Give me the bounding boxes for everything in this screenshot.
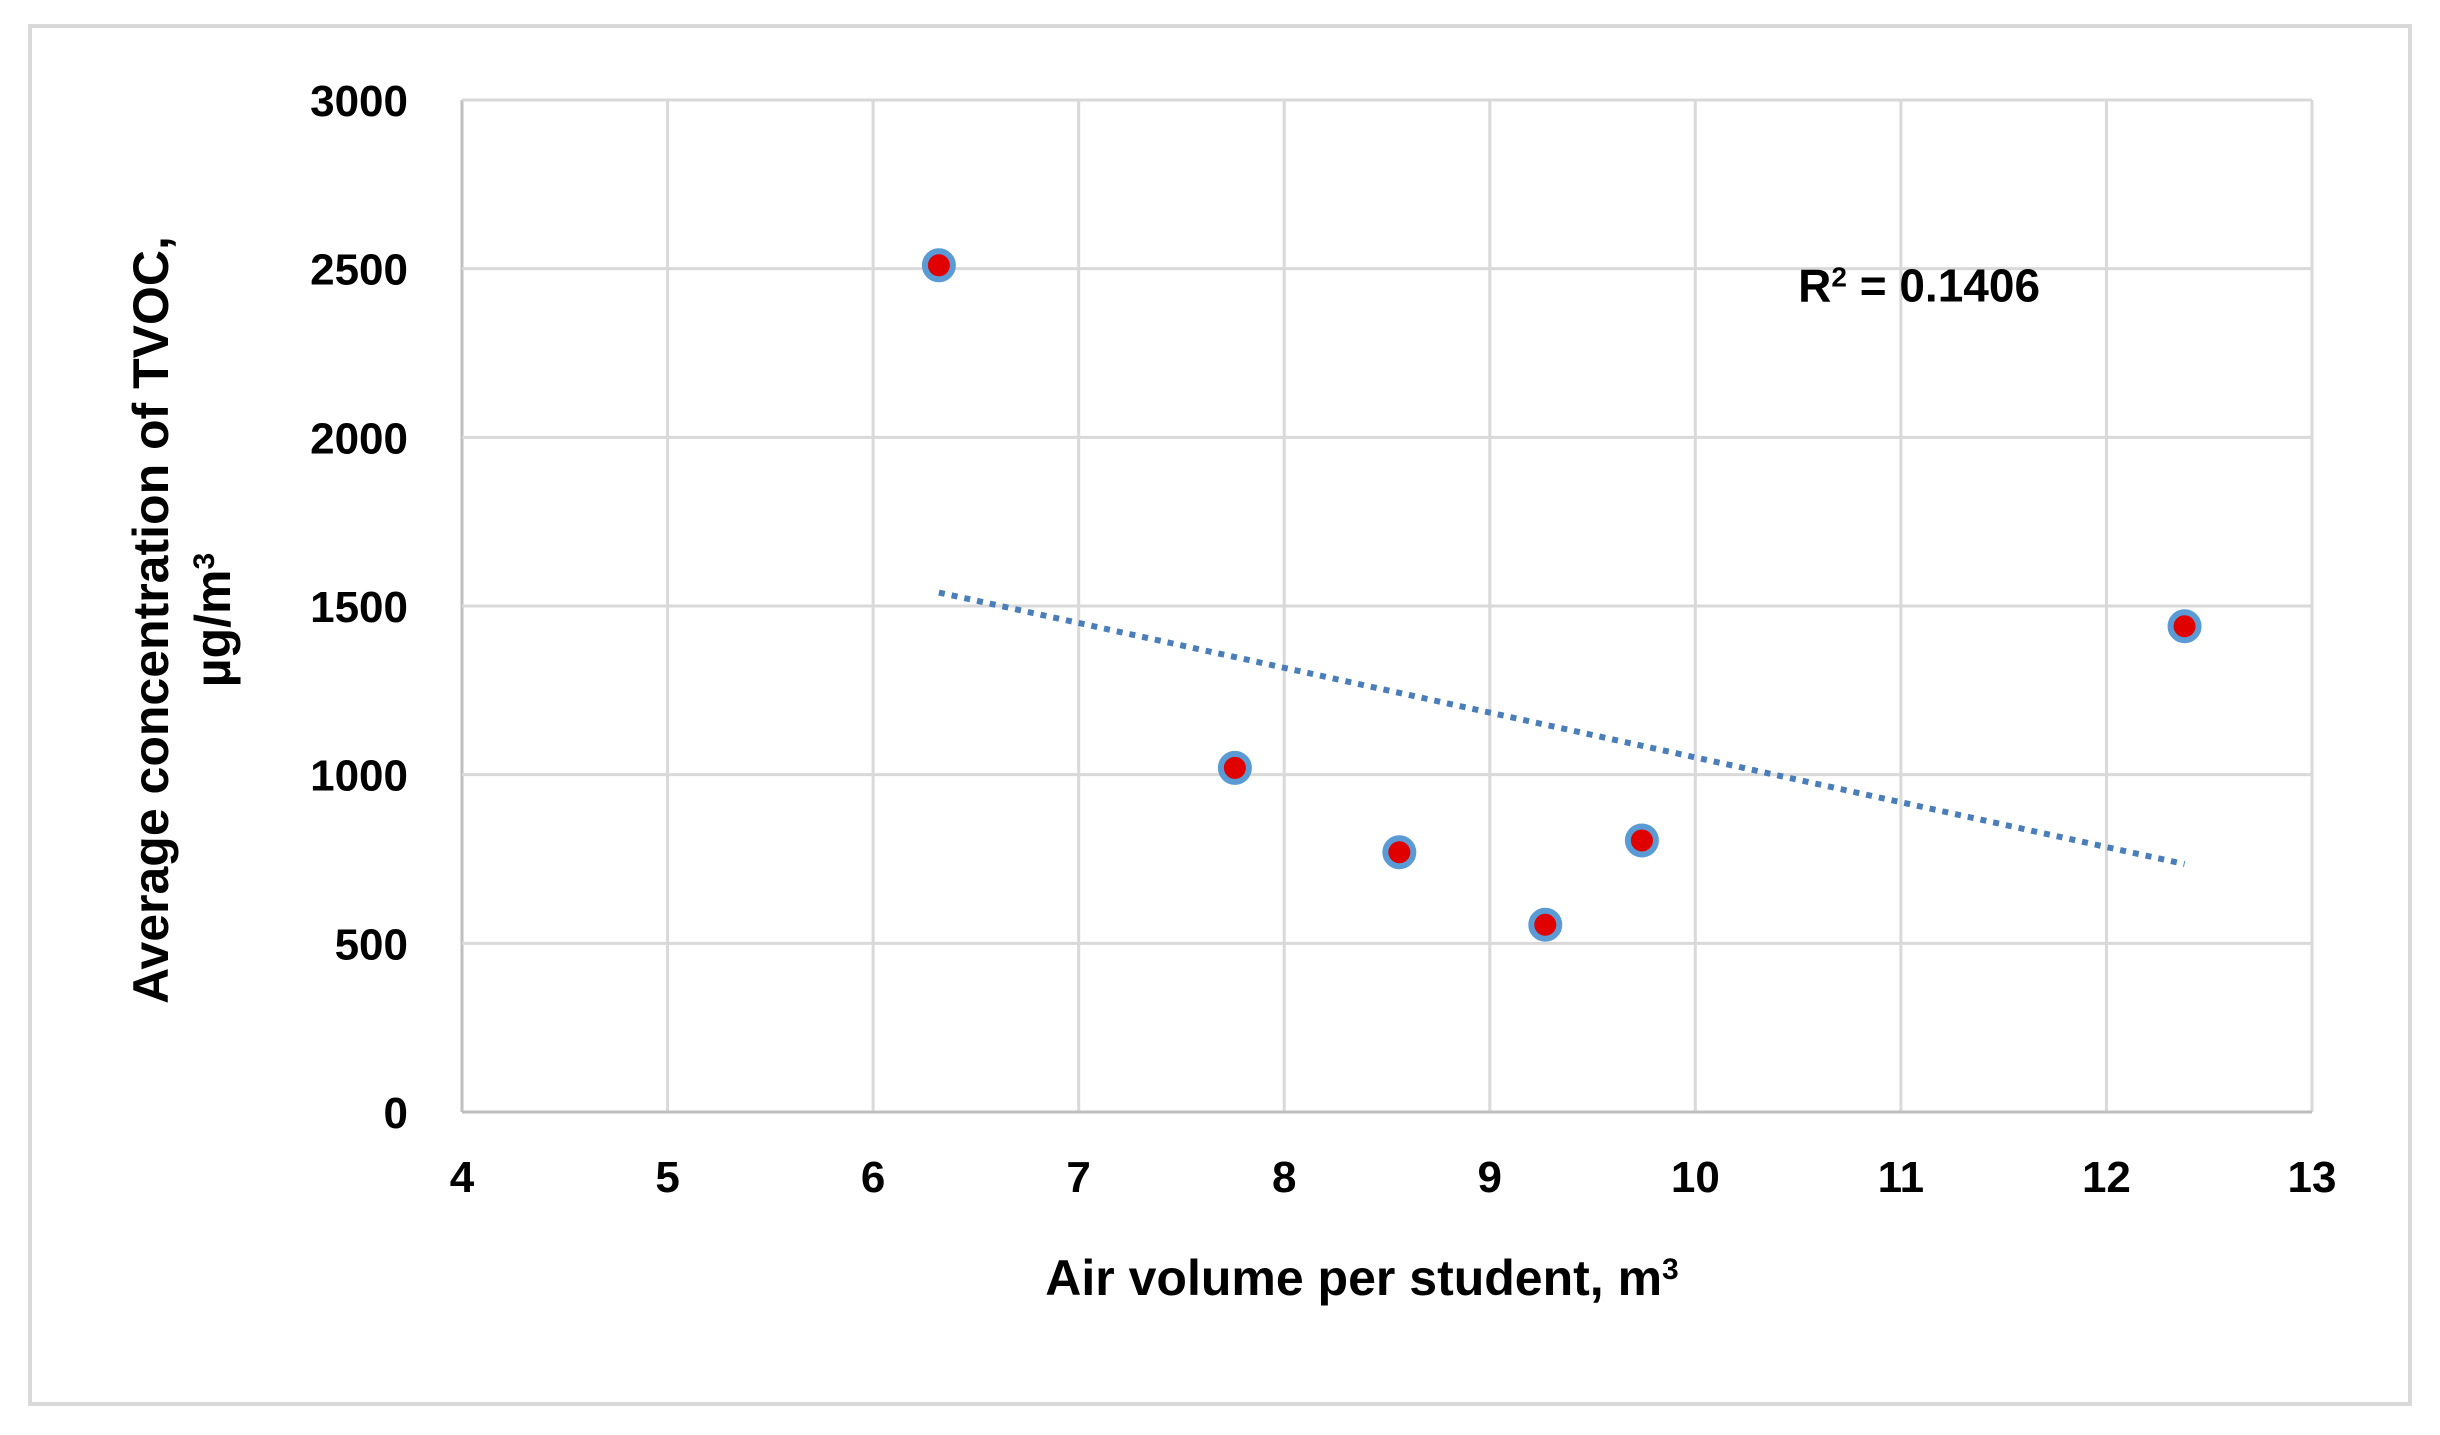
axis-layer: 4 5 6 7 8 9 10 11 12 13 0 500 1000 1500 2000 2500 3000 xyxy=(310,77,2336,1202)
y-axis-title-line2: µg/m3 xyxy=(185,553,241,687)
r-squared-value: = 0.1406 xyxy=(1847,260,2040,312)
r-squared-superscript: 2 xyxy=(1831,261,1847,292)
y-axis-title-superscript: 3 xyxy=(188,553,221,570)
points-layer xyxy=(921,248,2202,942)
data-point xyxy=(921,248,956,283)
x-tick-label: 8 xyxy=(1272,1153,1296,1202)
y-axis-title-line2-text: µg/m xyxy=(185,569,241,687)
y-tick-label: 3000 xyxy=(310,77,408,126)
x-axis-title-text: Air volume per student, m xyxy=(1045,1250,1662,1306)
trendline-layer xyxy=(938,589,2186,867)
x-tick-label: 13 xyxy=(2288,1153,2337,1202)
x-tick-label: 4 xyxy=(450,1153,475,1202)
x-tick-label: 6 xyxy=(861,1153,885,1202)
data-point xyxy=(1217,750,1252,785)
x-tick-label: 12 xyxy=(2082,1153,2131,1202)
y-tick-label: 1000 xyxy=(310,752,408,801)
y-tick-label: 500 xyxy=(335,920,408,969)
y-tick-label: 1500 xyxy=(310,583,408,632)
data-point xyxy=(1624,823,1659,858)
trendline xyxy=(938,589,2186,867)
y-tick-label: 2500 xyxy=(310,246,408,295)
data-point xyxy=(1382,835,1417,870)
x-tick-label: 10 xyxy=(1671,1153,1720,1202)
y-tick-label: 0 xyxy=(384,1089,408,1138)
data-point xyxy=(2167,609,2202,644)
y-axis-title-line1: Average concentration of TVOC, xyxy=(123,236,179,1004)
x-axis-title-superscript: 3 xyxy=(1662,1253,1679,1286)
x-tick-label: 11 xyxy=(1878,1153,1925,1202)
x-tick-label: 5 xyxy=(655,1153,679,1202)
grid-layer xyxy=(460,98,2314,1114)
x-axis-title: Air volume per student, m3 xyxy=(1045,1250,1678,1306)
y-axis-title: Average concentration of TVOC, µg/m3 xyxy=(123,236,241,1004)
y-tick-label: 2000 xyxy=(310,414,408,463)
x-tick-label: 9 xyxy=(1478,1153,1502,1202)
x-tick-label: 7 xyxy=(1066,1153,1090,1202)
data-point xyxy=(1528,907,1563,942)
r-squared-prefix: R xyxy=(1798,260,1831,312)
chart-frame xyxy=(28,24,2412,1406)
r-squared-annotation: R2 = 0.1406 xyxy=(1798,260,2040,312)
